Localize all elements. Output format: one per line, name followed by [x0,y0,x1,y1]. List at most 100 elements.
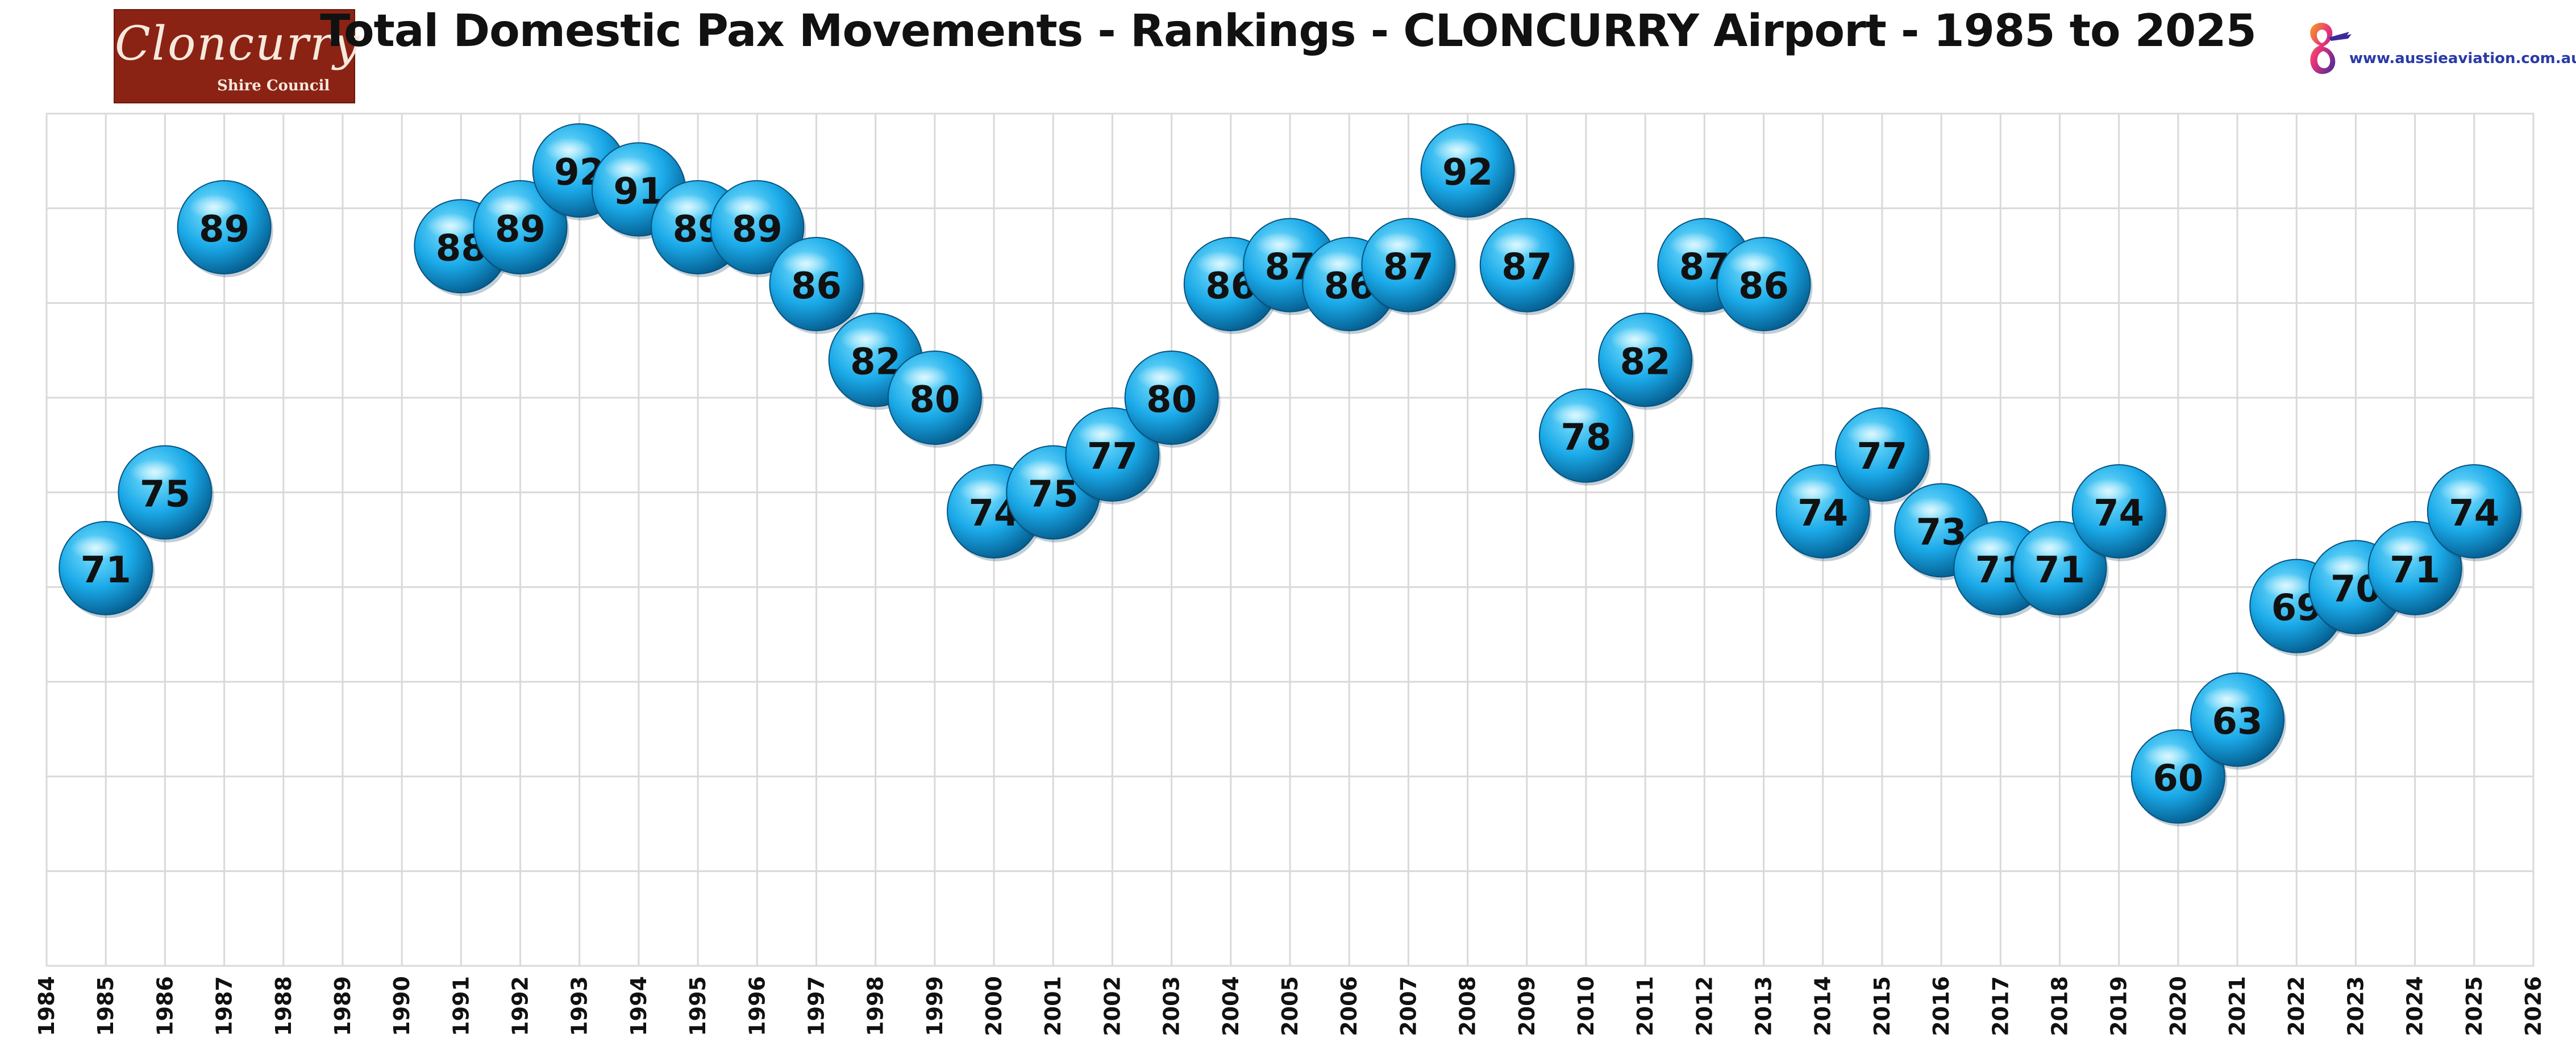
x-tick-label: 1989 [330,976,355,1036]
x-tick-label: 2004 [1218,976,1243,1036]
data-label: 80 [909,379,960,421]
data-label: 73 [1916,511,1967,553]
data-label: 71 [81,549,131,591]
x-tick-label: 1986 [152,976,177,1036]
data-point: 63 [2190,672,2287,770]
council-logo-script: Cloncurry [115,17,361,71]
data-point: 80 [1124,351,1221,448]
data-label: 75 [140,474,190,516]
data-label: 74 [2449,493,2499,535]
bubble-highlight [1432,137,1483,162]
data-label: 87 [1383,247,1434,289]
bubble-highlight [781,251,831,276]
bubble-highlight [130,459,180,485]
x-tick-label: 2026 [2521,976,2546,1036]
x-tick-label: 1995 [685,976,710,1036]
data-label: 60 [2153,758,2203,800]
x-tick-label: 2000 [981,976,1006,1036]
x-tick-label: 1988 [271,976,296,1036]
data-point: 60 [2130,729,2227,827]
data-point: 82 [1598,312,1695,410]
data-point: 74 [1775,464,1872,561]
bubble-highlight [603,156,654,182]
bubble-highlight [2261,573,2312,598]
data-label: 82 [1620,341,1671,383]
data-point: 87 [1479,218,1576,315]
bubble-highlight [1610,327,1661,352]
data-point: 74 [2071,464,2168,561]
bubble-highlight [2083,478,2134,503]
bubble-highlight [1314,251,1364,276]
x-tick-label: 2009 [1514,976,1539,1036]
data-label: 89 [199,209,249,251]
x-tick-label: 1994 [626,976,651,1036]
data-label: 77 [1857,436,1907,478]
bubble-highlight [1491,232,1542,257]
x-tick-label: 2015 [1870,976,1895,1036]
bubble-highlight [2438,478,2489,503]
bubble-highlight [1195,251,1246,276]
aussie-aviation-logo: www.aussieaviation.com.au [2295,15,2576,83]
data-label: 89 [495,209,546,251]
x-tick-label: 1990 [389,976,414,1036]
bubble-highlight [70,535,121,560]
x-tick-label: 2014 [1811,976,1836,1036]
bubble-highlight [1669,232,1720,257]
bubble-highlight [485,194,535,219]
x-tick-label: 2016 [1929,976,1954,1036]
council-logo-subtitle: Shire Council [217,77,330,94]
bubble-highlight [899,365,950,390]
bubble-highlight [959,478,1009,503]
data-label: 77 [1087,436,1138,478]
data-point: 71 [59,521,155,618]
bubble-highlight [1077,422,1127,447]
bubble-highlight [1728,251,1779,276]
bubble-highlight [1255,232,1305,257]
x-tick-label: 2019 [2107,976,2132,1036]
bubble-highlight [840,327,890,352]
data-label: 78 [1560,417,1611,459]
data-label: 86 [791,265,842,307]
data-point: 75 [118,445,214,543]
x-tick-label: 1984 [34,976,59,1036]
bubble-highlight [1373,232,1424,257]
bubble-highlight [1965,535,2016,560]
x-tick-label: 1992 [508,976,533,1036]
x-tick-label: 2008 [1455,976,1480,1036]
data-label: 63 [2212,701,2263,743]
data-point: 89 [177,180,273,277]
data-label: 80 [1146,379,1197,421]
bubble-highlight [189,194,239,219]
bubble-highlight [2202,686,2253,712]
aussie-aviation-emblem-icon [2310,23,2352,74]
x-tick-label: 1987 [212,976,237,1036]
data-point: 86 [769,237,865,334]
data-label: 86 [1738,265,1789,307]
x-tick-label: 1997 [804,976,829,1036]
x-tick-label: 2005 [1277,976,1302,1036]
data-point: 80 [887,351,984,448]
x-axis-tick-labels: 1984 1985 1986 1987 1988 1989 1990 1991 1992 1993… [34,976,2546,1036]
bubble-highlight [1846,422,1897,447]
aussie-aviation-url: www.aussieaviation.com.au [2349,50,2576,67]
bubble-highlight [426,213,476,239]
data-label: 71 [2034,549,2085,591]
data-label: 91 [613,170,664,212]
data-label: 82 [850,341,901,383]
x-tick-label: 2006 [1337,976,1362,1036]
x-tick-label: 1999 [922,976,947,1036]
x-tick-label: 2010 [1574,976,1599,1036]
data-point: 86 [1716,237,1813,334]
data-label: 87 [1501,247,1552,289]
data-label: 75 [1028,474,1079,516]
bubble-highlight [722,194,772,219]
bubble-highlight [1018,459,1068,485]
x-tick-label: 2025 [2462,976,2487,1036]
data-point: 71 [2367,521,2464,618]
x-tick-label: 2001 [1041,976,1066,1036]
x-tick-label: 1985 [93,976,118,1036]
x-tick-label: 2003 [1159,976,1184,1036]
data-label: 71 [2390,549,2440,591]
x-tick-label: 2023 [2343,976,2368,1036]
